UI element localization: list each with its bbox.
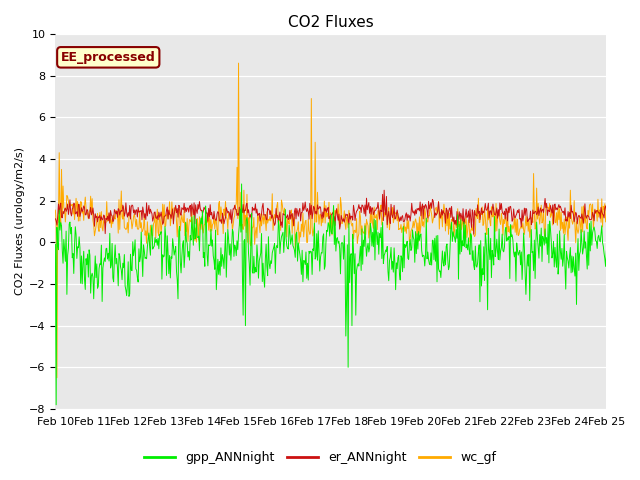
wc_gf <box>602 219 610 225</box>
wc_gf <box>415 214 423 220</box>
Text: EE_processed: EE_processed <box>61 51 156 64</box>
wc_gf <box>52 207 60 213</box>
wc_gf <box>204 214 212 219</box>
gpp_ANNnight <box>238 181 246 187</box>
wc_gf <box>175 209 182 215</box>
er_ANNnight <box>399 213 406 218</box>
gpp_ANNnight <box>52 241 60 247</box>
gpp_ANNnight <box>602 248 610 254</box>
er_ANNnight <box>470 231 477 237</box>
gpp_ANNnight <box>62 228 70 234</box>
Line: gpp_ANNnight: gpp_ANNnight <box>56 184 606 405</box>
gpp_ANNnight <box>175 228 182 234</box>
Line: er_ANNnight: er_ANNnight <box>56 190 606 234</box>
wc_gf <box>235 60 243 66</box>
er_ANNnight <box>204 210 211 216</box>
gpp_ANNnight <box>204 263 212 269</box>
er_ANNnight <box>602 208 610 214</box>
gpp_ANNnight <box>399 224 407 229</box>
Title: CO2 Fluxes: CO2 Fluxes <box>288 15 374 30</box>
er_ANNnight <box>61 205 69 211</box>
er_ANNnight <box>174 214 182 220</box>
er_ANNnight <box>380 187 388 193</box>
er_ANNnight <box>118 208 126 214</box>
Legend: gpp_ANNnight, er_ANNnight, wc_gf: gpp_ANNnight, er_ANNnight, wc_gf <box>139 446 501 469</box>
er_ANNnight <box>52 216 60 222</box>
wc_gf <box>119 216 127 222</box>
wc_gf <box>399 226 407 232</box>
er_ANNnight <box>415 205 422 211</box>
wc_gf <box>53 375 61 381</box>
Line: wc_gf: wc_gf <box>56 63 606 378</box>
gpp_ANNnight <box>415 238 423 243</box>
Y-axis label: CO2 Fluxes (urology/m2/s): CO2 Fluxes (urology/m2/s) <box>15 147 25 296</box>
wc_gf <box>62 208 70 214</box>
gpp_ANNnight <box>119 260 127 266</box>
gpp_ANNnight <box>52 402 60 408</box>
